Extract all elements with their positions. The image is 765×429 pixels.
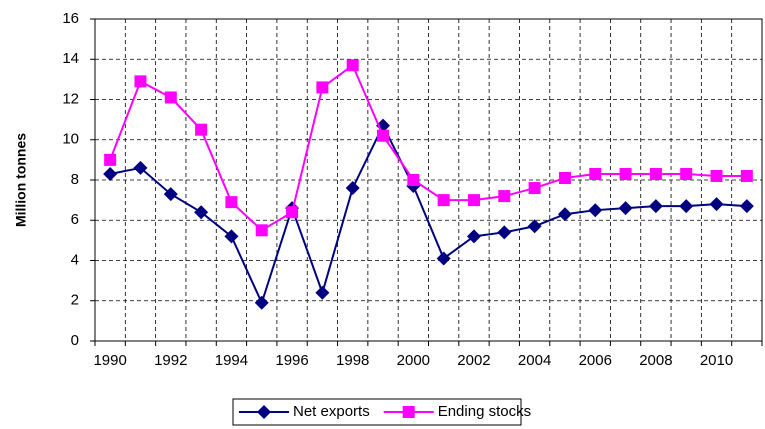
y-tick-label: 6: [71, 211, 79, 228]
y-tick-label: 14: [62, 50, 79, 67]
marker: [437, 194, 450, 207]
y-tick-label: 16: [62, 10, 79, 27]
marker: [133, 160, 148, 175]
marker: [315, 285, 330, 300]
y-tick-label: 0: [71, 332, 79, 349]
marker: [407, 174, 420, 186]
marker: [286, 206, 299, 219]
marker: [467, 194, 480, 207]
marker: [680, 167, 693, 180]
marker: [224, 229, 239, 244]
marker: [589, 167, 602, 180]
legend-label: Ending stocks: [438, 403, 531, 420]
marker: [709, 197, 724, 212]
marker: [588, 203, 603, 218]
marker: [255, 224, 268, 237]
y-tick-label: 12: [62, 90, 79, 107]
legend-label: Net exports: [293, 403, 370, 420]
marker: [436, 251, 451, 266]
marker: [679, 199, 694, 214]
x-tick-label: 1992: [154, 352, 187, 369]
x-tick-label: 2008: [639, 352, 672, 369]
marker: [618, 201, 633, 216]
marker: [163, 187, 178, 202]
marker: [345, 181, 360, 196]
x-tick-label: 1998: [336, 352, 369, 369]
marker: [103, 166, 118, 181]
marker: [225, 196, 238, 209]
marker: [195, 123, 208, 136]
x-tick-label: 2002: [457, 352, 490, 369]
marker: [466, 229, 481, 244]
marker: [194, 205, 209, 220]
marker: [498, 190, 511, 203]
series-line: [109, 63, 747, 232]
legend-marker: [257, 405, 271, 419]
x-tick-label: 1996: [275, 352, 308, 369]
marker: [104, 153, 117, 166]
legend: Net exports Ending stocks: [232, 398, 531, 426]
marker: [376, 118, 391, 133]
marker: [619, 167, 632, 180]
legend-marker: [402, 406, 415, 418]
y-tick-label: 4: [71, 251, 79, 268]
y-axis-label: Million tonnes: [13, 133, 29, 227]
y-tick-label: 8: [71, 171, 79, 188]
marker: [316, 81, 329, 94]
marker: [527, 219, 542, 234]
marker: [648, 199, 663, 214]
y-tick-label: 10: [62, 131, 79, 148]
marker: [740, 169, 753, 182]
marker: [377, 129, 390, 142]
marker: [557, 207, 572, 222]
marker: [528, 182, 541, 195]
x-tick-label: 2006: [579, 352, 612, 369]
x-tick-label: 2000: [397, 352, 430, 369]
plot-border: [94, 18, 763, 342]
marker: [164, 91, 177, 104]
y-tick-label: 2: [71, 292, 79, 309]
x-tick-label: 2004: [518, 352, 551, 369]
marker: [134, 75, 147, 88]
x-tick-label: 1994: [215, 352, 248, 369]
series-line: [109, 123, 747, 306]
marker: [739, 199, 754, 214]
marker: [710, 169, 723, 182]
marker: [649, 167, 662, 180]
marker: [346, 59, 359, 72]
x-tick-label: 1990: [93, 352, 126, 369]
marker: [558, 171, 571, 184]
x-tick-label: 2010: [700, 352, 733, 369]
marker: [497, 225, 512, 240]
marker: [254, 295, 269, 310]
